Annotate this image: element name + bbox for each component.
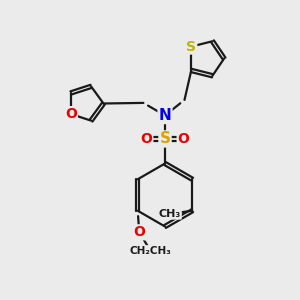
Text: O: O <box>133 225 145 239</box>
Text: O: O <box>65 107 77 121</box>
Text: S: S <box>186 40 196 53</box>
Text: O: O <box>178 132 190 146</box>
Text: CH₂CH₃: CH₂CH₃ <box>130 246 172 256</box>
Text: O: O <box>140 132 152 146</box>
Text: CH₃: CH₃ <box>159 209 181 219</box>
Text: S: S <box>160 131 170 146</box>
Text: N: N <box>159 108 171 123</box>
